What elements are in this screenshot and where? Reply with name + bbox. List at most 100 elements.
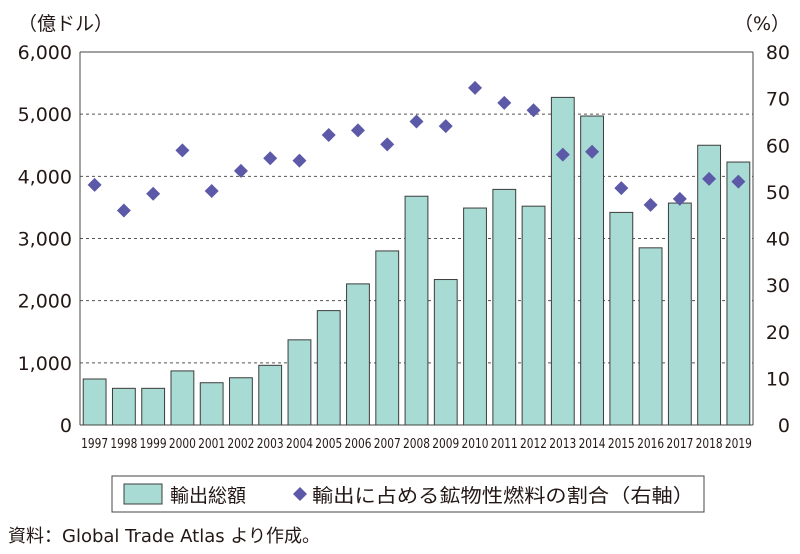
marker-point [555,147,570,162]
left-axis-unit: （億ドル） [18,13,113,35]
x-tick-label: 1998 [110,437,137,452]
x-tick-label: 2013 [549,437,576,452]
left-axis-ticks: 0 1,000 2,000 3,000 4,000 5,000 6,000 [18,42,72,437]
x-tick-label: 2002 [227,437,254,452]
bar [404,195,429,426]
right-tick-label: 20 [766,322,790,344]
bar [521,205,546,426]
x-tick-label: 2008 [403,437,430,452]
right-tick-label: 10 [766,368,790,390]
marker-point [263,151,278,166]
right-tick-label: 40 [766,229,790,251]
marker-point [116,203,131,218]
x-tick-label: 2005 [315,437,342,452]
marker-point [526,103,541,118]
x-axis-ticks: 1997 1998 1999 2000 2001 2002 2003 2004 2005 2006… [81,437,752,452]
marker-point [643,197,658,212]
marker-point [702,171,717,186]
x-tick-label: 2014 [579,437,606,452]
x-tick-label: 1999 [140,437,167,452]
x-tick-label: 2006 [344,437,371,452]
bar [82,378,107,426]
right-axis-ticks: 0 10 20 30 40 50 60 70 80 [766,42,790,437]
x-tick-label: 2000 [169,437,196,452]
bar [287,339,312,426]
x-tick-label: 2003 [257,437,284,452]
x-tick-label: 2007 [374,437,401,452]
bar [170,370,195,426]
left-tick-label: 1,000 [18,353,72,375]
right-tick-label: 60 [766,135,790,157]
legend-box [111,475,705,513]
bar [726,161,751,426]
right-tick-label: 70 [766,89,790,111]
marker-point [380,137,395,152]
x-tick-label: 2012 [520,437,547,452]
left-tick-label: 5,000 [18,104,72,126]
marker-point [672,191,687,206]
legend-label-bar: 輸出総額 [170,485,246,507]
left-tick-label: 6,000 [18,42,72,64]
marker-point [204,183,219,198]
marker-point [87,177,102,192]
axes [79,51,754,426]
marker-point [146,186,161,201]
left-tick-label: 2,000 [18,291,72,313]
legend-label-marker: 輸出に占める鉱物性燃料の割合（右軸） [312,485,694,507]
marker-point [731,174,746,189]
marker-point [233,163,248,178]
x-tick-label: 2019 [725,437,752,452]
chart: （億ドル） （%） 0 1,000 2,000 3,000 4,000 5,000 6,00… [18,13,790,513]
right-tick-label: 0 [778,415,790,437]
bar [111,387,136,426]
bar [375,250,400,426]
source-note: 資料：Global Trade Atlas より作成。 [8,526,320,547]
x-tick-label: 2018 [696,437,723,452]
bars [82,96,751,426]
right-tick-label: 80 [766,42,790,64]
markers [87,80,746,218]
x-tick-label: 1997 [81,437,108,452]
marker-point [350,123,365,138]
right-tick-label: 30 [766,275,790,297]
bar [609,211,634,426]
bar [346,283,370,426]
x-tick-label: 2015 [608,437,635,452]
bar [229,377,253,426]
right-tick-label: 50 [766,182,790,204]
marker-point [614,181,629,196]
marker-point [438,119,453,134]
bar [580,115,604,426]
marker-point [497,95,512,110]
x-tick-label: 2009 [432,437,459,452]
legend: 輸出総額 輸出に占める鉱物性燃料の割合（右軸） [111,475,705,513]
marker-point [175,143,190,158]
left-tick-label: 0 [60,415,72,437]
bar [316,310,341,426]
x-tick-label: 2016 [637,437,664,452]
bar [550,96,575,426]
left-tick-label: 3,000 [18,229,72,251]
x-tick-label: 2010 [462,437,489,452]
bar [433,279,458,426]
marker-point [321,127,336,142]
bar [258,364,283,426]
bar [492,188,517,426]
x-tick-label: 2004 [286,437,313,452]
bar [638,247,663,426]
bar [141,387,166,426]
marker-point [585,144,600,159]
bar [667,202,692,426]
bar [199,382,224,426]
bar [463,207,487,426]
bar [697,144,722,426]
x-tick-label: 2001 [198,437,225,452]
x-tick-label: 2011 [491,437,518,452]
right-axis-unit: （%） [734,13,790,35]
marker-point [468,80,483,95]
x-tick-label: 2017 [666,437,693,452]
marker-point [409,114,424,129]
legend-swatch-bar [123,483,163,505]
legend-swatch-marker [293,487,307,501]
left-tick-label: 4,000 [18,166,72,188]
